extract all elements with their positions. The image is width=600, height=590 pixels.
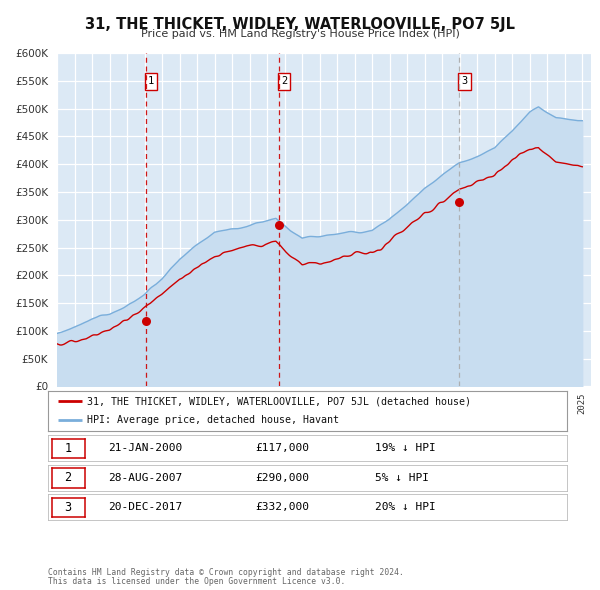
Text: This data is licensed under the Open Government Licence v3.0.: This data is licensed under the Open Gov… <box>48 578 346 586</box>
Text: 20-DEC-2017: 20-DEC-2017 <box>107 503 182 512</box>
Text: 31, THE THICKET, WIDLEY, WATERLOOVILLE, PO7 5JL: 31, THE THICKET, WIDLEY, WATERLOOVILLE, … <box>85 17 515 31</box>
Text: £290,000: £290,000 <box>256 473 310 483</box>
Text: 21-JAN-2000: 21-JAN-2000 <box>107 444 182 453</box>
Text: 31, THE THICKET, WIDLEY, WATERLOOVILLE, PO7 5JL (detached house): 31, THE THICKET, WIDLEY, WATERLOOVILLE, … <box>87 396 471 407</box>
Text: 5% ↓ HPI: 5% ↓ HPI <box>375 473 429 483</box>
Text: 28-AUG-2007: 28-AUG-2007 <box>107 473 182 483</box>
Text: 20% ↓ HPI: 20% ↓ HPI <box>375 503 436 512</box>
Text: 1: 1 <box>65 442 71 455</box>
Text: 3: 3 <box>461 77 467 86</box>
Text: HPI: Average price, detached house, Havant: HPI: Average price, detached house, Hava… <box>87 415 339 425</box>
Text: 2: 2 <box>281 77 287 86</box>
Text: Price paid vs. HM Land Registry's House Price Index (HPI): Price paid vs. HM Land Registry's House … <box>140 29 460 39</box>
Text: £117,000: £117,000 <box>256 444 310 453</box>
Text: 3: 3 <box>65 501 71 514</box>
Text: 1: 1 <box>148 77 154 86</box>
Text: 2: 2 <box>65 471 71 484</box>
Text: Contains HM Land Registry data © Crown copyright and database right 2024.: Contains HM Land Registry data © Crown c… <box>48 568 404 577</box>
Text: 19% ↓ HPI: 19% ↓ HPI <box>375 444 436 453</box>
Text: £332,000: £332,000 <box>256 503 310 512</box>
